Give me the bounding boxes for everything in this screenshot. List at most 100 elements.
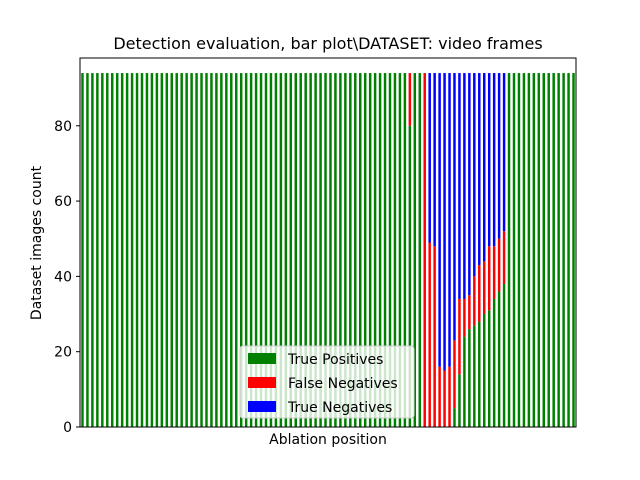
bar-segment-fn-77 (463, 298, 466, 337)
bar-segment-tn-79 (473, 73, 476, 277)
bar-segment-tp-56 (359, 73, 362, 427)
y-tick-label-3: 60 (54, 194, 72, 210)
bar-segment-tp-15 (155, 73, 159, 427)
bar-segment-tp-21 (185, 73, 188, 427)
bar-segment-tp-3 (96, 73, 99, 427)
bar-segment-tp-40 (279, 73, 283, 427)
bar-segment-tp-19 (175, 73, 178, 427)
y-tick-label-0: 0 (63, 420, 72, 436)
bar-segment-tn-77 (463, 73, 466, 299)
legend-box (239, 345, 415, 419)
bar-segment-tp-4 (101, 73, 104, 427)
bar-segment-tp-79 (473, 325, 476, 427)
bar-segment-tp-50 (329, 73, 332, 427)
bar-segment-tp-47 (314, 73, 317, 427)
bar-segment-tn-70 (428, 73, 431, 243)
bar-segment-tp-36 (259, 73, 263, 427)
bar-segment-fn-84 (497, 238, 501, 292)
bar-segment-tp-42 (289, 73, 293, 427)
bar-segment-tn-83 (492, 73, 496, 247)
x-axis-label: Ablation position (269, 432, 387, 448)
bar-segment-tp-24 (200, 73, 203, 427)
legend: True Positives False Negatives True Negati… (239, 345, 415, 419)
bar-segment-tp-22 (190, 73, 193, 427)
bar-segment-tp-41 (284, 73, 288, 427)
bar-segment-tp-10 (130, 73, 134, 427)
legend-swatch-tp (248, 353, 276, 364)
bar-segment-fn-85 (502, 231, 506, 284)
bar-segment-tp-83 (492, 298, 496, 427)
bar-segment-tn-73 (443, 73, 446, 371)
bar-segment-tp-87 (512, 73, 516, 427)
bar-segment-tp-86 (507, 73, 511, 427)
bar-segment-tn-82 (487, 73, 491, 247)
bar-segment-tp-1 (86, 73, 89, 427)
bar-segment-tp-67 (413, 73, 417, 427)
bar-segment-tp-82 (487, 310, 491, 427)
plot-frame (79, 57, 577, 428)
bar-segment-tp-38 (269, 73, 273, 427)
bar-segment-tp-55 (354, 73, 357, 427)
bar-segment-tp-46 (309, 73, 312, 427)
bar-segment-tp-11 (135, 73, 139, 427)
chart-title: Detection evaluation, bar plot\DATASET: … (113, 34, 542, 53)
bar-segment-tp-75 (453, 408, 456, 427)
bar-segment-tp-88 (517, 73, 521, 427)
bar-segment-fn-76 (458, 298, 461, 375)
bar-segment-tp-64 (398, 73, 402, 427)
bar-segment-tp-59 (373, 73, 377, 427)
bar-segment-tn-84 (497, 73, 501, 239)
bar-segment-fn-81 (483, 261, 486, 315)
bar-segment-tp-89 (522, 73, 526, 427)
bar-segment-fn-78 (468, 295, 471, 330)
bar-segment-tp-49 (324, 73, 327, 427)
bar-segment-fn-82 (487, 246, 491, 311)
y-tick-label-4: 80 (54, 119, 72, 135)
bar-segment-tp-20 (180, 73, 183, 427)
bar-segment-tn-74 (448, 73, 451, 367)
bar-segment-fn-72 (438, 366, 441, 427)
bar-segment-tp-52 (339, 73, 342, 427)
bar-segment-tp-14 (150, 73, 154, 427)
bar-segment-tp-32 (239, 73, 243, 427)
bar-segment-tp-43 (294, 73, 297, 427)
bar-segment-tp-53 (344, 73, 347, 427)
bar-segment-tp-78 (468, 329, 471, 427)
bar-segment-tp-84 (497, 291, 501, 427)
bar-segment-tp-98 (567, 73, 570, 427)
bar-segment-tn-78 (468, 73, 471, 296)
bar-segment-tp-96 (557, 73, 560, 427)
bar-segment-tp-66 (408, 125, 412, 427)
bar-segment-tp-37 (264, 73, 268, 427)
bar-segment-tp-58 (368, 73, 372, 427)
bar-segment-tp-57 (363, 73, 367, 427)
y-axis: 0 20 40 60 80 (54, 119, 80, 436)
bar-segment-tn-72 (438, 73, 441, 367)
bar-segment-fn-69 (423, 73, 426, 427)
legend-swatch-tn (248, 401, 276, 412)
bar-segment-tn-85 (502, 73, 506, 232)
bar-segment-tp-26 (210, 73, 213, 427)
bar-segment-tp-93 (542, 73, 545, 427)
bar-segment-tp-68 (418, 73, 421, 427)
bar-segment-tp-18 (170, 73, 173, 427)
bar-segment-tp-80 (478, 321, 481, 427)
bar-segment-tp-77 (463, 336, 466, 427)
bar-segment-tp-94 (547, 73, 550, 427)
bars-group (81, 73, 575, 427)
bar-segment-fn-71 (433, 246, 436, 427)
legend-swatch-fn (248, 377, 276, 388)
bar-segment-tp-54 (349, 73, 352, 427)
y-tick-label-2: 40 (54, 269, 72, 285)
bar-segment-tp-12 (140, 73, 144, 427)
bar-segment-tp-44 (299, 73, 302, 427)
bar-segment-tp-31 (235, 73, 238, 427)
bar-segment-tp-92 (537, 73, 541, 427)
bar-segment-fn-74 (448, 366, 451, 427)
y-axis-label: Dataset images count (29, 165, 45, 320)
bar-segment-tp-95 (552, 73, 555, 427)
bar-segment-tn-81 (483, 73, 486, 262)
legend-label-fn: False Negatives (288, 376, 398, 392)
bar-segment-tp-76 (458, 374, 461, 427)
